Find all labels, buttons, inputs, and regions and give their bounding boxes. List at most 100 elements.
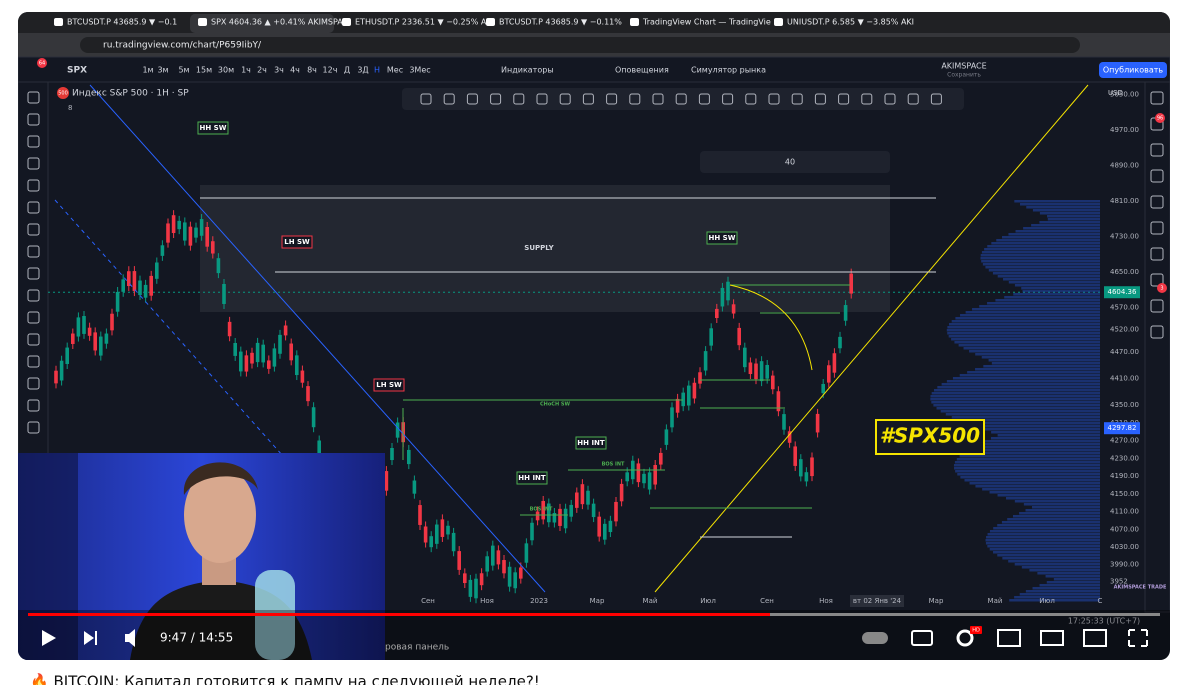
interval-button[interactable]: 30м — [218, 66, 234, 75]
tool-icon[interactable] — [27, 377, 40, 390]
currency[interactable]: USD — [1108, 89, 1123, 97]
drawing-icon[interactable] — [814, 93, 826, 105]
tool-icon[interactable] — [27, 223, 40, 236]
drawing-icon[interactable] — [675, 93, 687, 105]
interval-button[interactable]: 12ч — [323, 66, 338, 75]
drawing-icon[interactable] — [698, 93, 710, 105]
fullscreen-button[interactable] — [1128, 629, 1148, 647]
tool-icon[interactable] — [27, 91, 40, 104]
drawing-icon[interactable] — [861, 93, 873, 105]
interval-button[interactable]: Д — [344, 66, 350, 75]
side-icon[interactable] — [1150, 247, 1164, 261]
tool-icon[interactable] — [27, 399, 40, 412]
side-icon[interactable] — [1150, 143, 1164, 157]
volume-profile-bar — [964, 479, 1100, 482]
drawing-icon[interactable] — [652, 93, 664, 105]
interval-button[interactable]: 1м — [142, 66, 153, 75]
tool-icon[interactable] — [27, 157, 40, 170]
tool-icon[interactable] — [27, 113, 40, 126]
candle-body — [171, 215, 176, 234]
interval-button[interactable]: 3м — [157, 66, 168, 75]
candle-body — [166, 223, 170, 243]
side-icon[interactable] — [1150, 325, 1164, 339]
drawing-icon[interactable] — [722, 93, 734, 105]
side-icon[interactable] — [1150, 169, 1164, 183]
drawing-icon[interactable] — [466, 93, 478, 105]
replay-button[interactable]: Симулятор рынка — [691, 66, 766, 75]
interval-button[interactable]: 3Д — [357, 66, 368, 75]
drawing-icon[interactable] — [745, 93, 757, 105]
tool-icon[interactable] — [27, 333, 40, 346]
tool-icon[interactable] — [27, 179, 40, 192]
interval-button[interactable]: 3ч — [274, 66, 284, 75]
volume-button[interactable] — [125, 629, 135, 647]
side-icon[interactable] — [1150, 91, 1164, 105]
drawing-icon[interactable] — [536, 93, 548, 105]
interval-button[interactable]: 8ч — [307, 66, 317, 75]
drawing-icon[interactable] — [490, 93, 502, 105]
subtitles-button[interactable] — [911, 630, 933, 646]
annotation-box — [516, 471, 548, 485]
side-icon[interactable] — [1150, 221, 1164, 235]
browser-tab[interactable]: BTCUSDT.P 43685.9 ▼ −0.11% — [499, 18, 622, 27]
browser-tab[interactable]: UNIUSDT.P 6.585 ▼ −3.85% AKI — [787, 18, 914, 27]
interval-button[interactable]: Мес — [387, 66, 403, 75]
autoplay-toggle[interactable] — [862, 632, 888, 644]
browser-tab[interactable]: TradingView Chart — TradingVie — [642, 18, 771, 27]
drawing-icon[interactable] — [791, 93, 803, 105]
save-button[interactable]: Сохранить — [947, 72, 981, 79]
drawing-icon[interactable] — [629, 93, 641, 105]
volume-profile-bar — [997, 554, 1100, 557]
publish-button-bg[interactable] — [1099, 62, 1167, 78]
time-label: Июл — [1039, 597, 1055, 605]
legend-icon-bg — [57, 87, 69, 99]
drawing-icon[interactable] — [930, 93, 942, 105]
interval-button[interactable]: 3Мес — [409, 66, 430, 75]
tool-icon[interactable] — [27, 421, 40, 434]
side-icon[interactable] — [1150, 299, 1164, 313]
tool-icon[interactable] — [27, 201, 40, 214]
volume-profile-bar — [1014, 284, 1100, 287]
tool-icon[interactable] — [27, 135, 40, 148]
interval-button[interactable]: 4ч — [290, 66, 300, 75]
interval-button[interactable]: Н — [374, 66, 380, 75]
drawing-icon[interactable] — [513, 93, 525, 105]
drawing-icon[interactable] — [559, 93, 571, 105]
miniplayer-button[interactable] — [997, 629, 1021, 647]
drawing-icon[interactable] — [884, 93, 896, 105]
drawing-icon[interactable] — [606, 93, 618, 105]
tool-icon[interactable] — [27, 245, 40, 258]
drawing-icon[interactable] — [838, 93, 850, 105]
drawing-icon[interactable] — [768, 93, 780, 105]
next-button[interactable] — [84, 631, 97, 645]
tool-icon[interactable] — [27, 311, 40, 324]
drawing-icon[interactable] — [420, 93, 432, 105]
browser-tab[interactable]: SPX 4604.36 ▲ +0.41% AKIMSPA — [211, 18, 343, 27]
browser-tab[interactable]: BTCUSDT.P 43685.9 ▼ −0.1 — [67, 18, 177, 27]
candle-body — [104, 333, 109, 344]
indicators-button[interactable]: Индикаторы — [501, 66, 554, 75]
symbol[interactable]: SPX — [67, 66, 87, 76]
side-icon[interactable] — [1150, 195, 1164, 209]
settings-button[interactable] — [956, 629, 974, 647]
theater-button[interactable] — [1040, 630, 1064, 646]
time-label: Июл — [700, 597, 716, 605]
drawing-icon[interactable] — [907, 93, 919, 105]
cast-button[interactable] — [1083, 629, 1107, 647]
play-button[interactable] — [42, 630, 56, 646]
tool-icon[interactable] — [27, 289, 40, 302]
interval-button[interactable]: 15м — [196, 66, 212, 75]
tool-icon[interactable] — [27, 355, 40, 368]
right-toolbar — [1144, 81, 1170, 613]
drawing-icon[interactable] — [443, 93, 455, 105]
interval-button[interactable]: 1ч — [241, 66, 251, 75]
tool-icon[interactable] — [27, 267, 40, 280]
publish-button[interactable]: Опубликовать — [1103, 66, 1164, 75]
browser-tab[interactable]: ETHUSDT.P 2336.51 ▼ −0.25% A — [355, 18, 487, 27]
interval-button[interactable]: 5м — [178, 66, 189, 75]
drawing-icon[interactable] — [582, 93, 594, 105]
interval-button[interactable]: 2ч — [257, 66, 267, 75]
side-icon[interactable] — [1150, 273, 1164, 287]
candle-body — [233, 342, 237, 356]
alerts-button[interactable]: Оповещения — [615, 66, 669, 75]
